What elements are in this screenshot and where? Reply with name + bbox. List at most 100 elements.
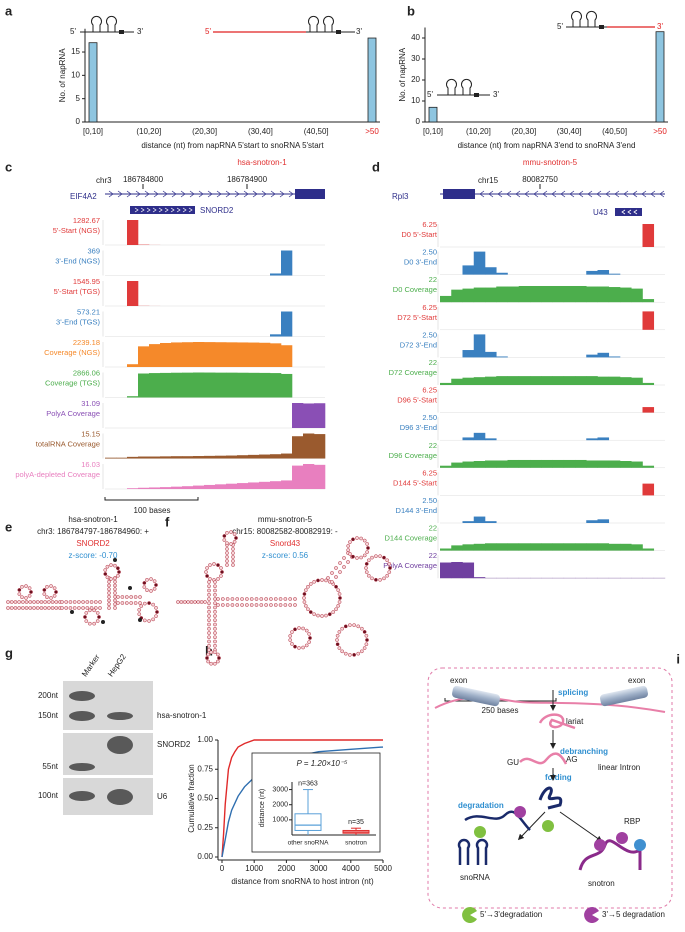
track-label: D72 3'-End <box>400 340 437 349</box>
coverage-bin <box>281 311 293 337</box>
strand-chevron <box>158 207 163 213</box>
coverage-bin <box>149 373 161 398</box>
nucleotide <box>336 588 341 593</box>
coverage-bin <box>226 372 238 398</box>
gel-band <box>69 763 95 771</box>
strand-chevron <box>234 190 240 198</box>
nucleotide <box>343 624 348 629</box>
track-label: 3'-End (TGS) <box>56 317 100 326</box>
y-tick-label: 10 <box>71 70 80 79</box>
coverage-bin <box>496 356 508 358</box>
nucleotide-marker <box>128 586 132 590</box>
coverage-bin <box>171 456 183 459</box>
inset-y-label: distance (nt) <box>259 789 266 828</box>
panel-label: d <box>372 159 380 174</box>
nucleotide <box>116 573 120 578</box>
nucleotide <box>43 606 47 610</box>
coverage-bin <box>620 287 632 303</box>
strand-chevron <box>252 190 258 198</box>
box-motif <box>474 93 479 97</box>
coverage-bin <box>127 456 139 459</box>
coverage-bin <box>473 461 486 468</box>
strand-chevron <box>279 190 285 198</box>
nucleotide <box>387 570 392 574</box>
nucleotide <box>207 618 211 623</box>
track-label: D96 5'-Start <box>397 396 438 405</box>
nucleotide <box>186 600 190 604</box>
nucleotide <box>213 618 217 623</box>
x-tick-label: 4000 <box>342 864 360 873</box>
nucleotide <box>334 566 338 570</box>
strand-chevron <box>144 190 150 198</box>
nucleotide <box>290 642 294 646</box>
coverage-bin <box>541 285 553 303</box>
nucleotide <box>346 544 351 548</box>
nucleotide <box>308 636 312 640</box>
nucleotide <box>103 568 108 572</box>
coverage-bin <box>586 438 598 441</box>
nucleotide <box>288 603 293 607</box>
inset-x-tick-label: snotron <box>345 840 367 847</box>
enzyme <box>474 826 486 838</box>
strand-chevron <box>171 190 177 198</box>
track-title: hsa-snotron-1 <box>237 158 287 167</box>
nucleotide <box>64 606 69 610</box>
nucleotide <box>222 534 227 538</box>
gel-band <box>69 791 95 801</box>
strand-chevron <box>153 190 159 198</box>
strand-chevron <box>479 190 485 198</box>
coverage-bin <box>608 376 621 385</box>
nucleotide <box>107 598 111 603</box>
nucleotide <box>232 532 237 536</box>
coverage-bin <box>462 461 475 468</box>
coordinate: 186784900 <box>227 175 268 184</box>
coverage-bin <box>248 482 260 489</box>
strand-chevron <box>176 207 181 213</box>
nucleotide <box>213 605 217 610</box>
nucleotide <box>149 577 153 581</box>
nucleotide <box>216 652 220 657</box>
nucleotide <box>89 600 94 604</box>
nucleotide <box>138 595 142 599</box>
track-max: 6.25 <box>422 468 437 477</box>
nucleotide <box>307 640 311 644</box>
nucleotide <box>316 613 320 618</box>
arrow <box>559 811 603 842</box>
nucleotide <box>42 588 47 592</box>
track-label: PolyA Coverage <box>383 561 437 570</box>
nucleotide <box>193 600 197 604</box>
coverage-bin <box>586 270 598 275</box>
coverage-bin <box>440 295 452 303</box>
gel-target: hsa-snotron-1 <box>157 711 207 720</box>
coverage-bin <box>204 372 216 398</box>
exon-cylinder <box>600 685 648 707</box>
strand-chevron <box>207 190 213 198</box>
coverage-bin <box>259 342 271 367</box>
nucleotide <box>137 607 142 612</box>
coverage-bin <box>204 455 216 459</box>
nucleotide <box>297 626 301 630</box>
nucleotide <box>231 563 235 567</box>
coverage-bin <box>193 456 205 459</box>
strand-chevron <box>569 190 575 198</box>
x-tick-label: [0,10] <box>423 127 443 136</box>
nucleotide <box>208 577 212 581</box>
strand-chevron <box>650 190 656 198</box>
nucleotide <box>225 559 229 563</box>
coverage-bin <box>597 376 610 385</box>
nucleotide <box>216 603 220 607</box>
strand-chevron <box>225 190 231 198</box>
track-label: 5'-Start (NGS) <box>53 226 101 235</box>
coverage-bin <box>575 376 587 385</box>
nucleotide <box>13 606 18 610</box>
nucleotide <box>147 619 151 623</box>
track-max: 2239.18 <box>73 338 100 347</box>
coverage-bin <box>281 480 293 489</box>
box-motif <box>336 30 341 34</box>
coverage-bin <box>496 376 508 385</box>
coverage-bin <box>259 454 271 459</box>
nucleotide <box>95 619 100 623</box>
coverage-bin <box>303 433 315 459</box>
diagram-frame <box>427 667 673 909</box>
coverage-bin <box>127 281 139 306</box>
